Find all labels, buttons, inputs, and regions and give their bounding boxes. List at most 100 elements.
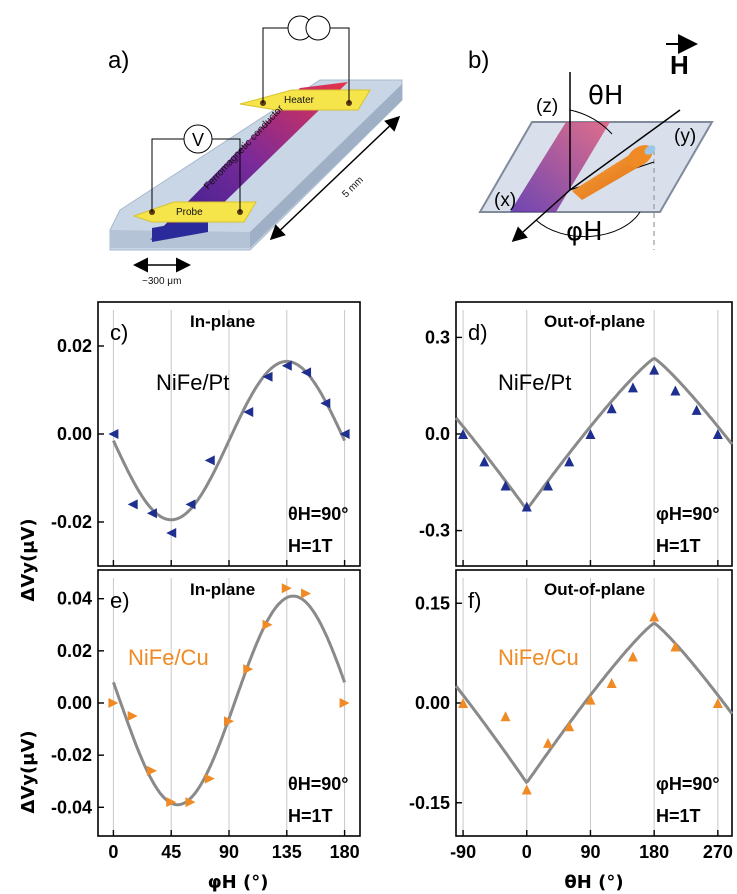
data-point <box>712 429 723 439</box>
x-tick-label: 0 <box>522 842 532 862</box>
data-point <box>262 619 273 630</box>
x-tick-label: 90 <box>580 842 600 862</box>
substrate-edge <box>110 230 250 248</box>
voltmeter-label: V <box>192 130 204 150</box>
x-tick-label: 45 <box>161 842 181 862</box>
panel-c-sample: NiFe/Pt <box>156 370 229 395</box>
y-tick-label: 0.0 <box>425 424 450 444</box>
data-point <box>127 711 138 722</box>
theta-label: θH <box>588 81 623 111</box>
field-rod <box>572 152 644 200</box>
data-point <box>339 429 350 439</box>
strip-end-block <box>152 218 208 242</box>
field-rod-tip <box>644 145 656 155</box>
x-axis <box>511 189 571 242</box>
panel-f-condition-angle: φH=90° <box>656 774 720 794</box>
y-tick-label: -0.02 <box>51 745 92 765</box>
data-point <box>127 499 138 510</box>
y-tick-label: 0.15 <box>415 593 450 613</box>
data-point <box>627 382 638 393</box>
y-tick-label: -0.04 <box>51 797 92 817</box>
heater-wire-left <box>262 27 288 103</box>
data-point <box>185 797 196 808</box>
data-point <box>458 429 469 439</box>
data-point <box>627 651 638 662</box>
data-point <box>166 528 177 538</box>
data-point <box>500 480 511 491</box>
x-tick-label: 135 <box>272 842 302 862</box>
panel-d: -0.3 0.0 0.3 d) Out-of-plane NiFe/Pt φH=90° H=1… <box>419 301 734 567</box>
data-point <box>670 641 681 652</box>
panel-d-frame <box>455 301 733 567</box>
y-tick-label: -0.02 <box>51 512 92 532</box>
data-point <box>108 429 119 439</box>
panel-e-condition-angle: θH=90° <box>288 774 348 794</box>
data-point <box>281 583 292 594</box>
panel-d-condition-angle: φH=90° <box>656 504 720 524</box>
data-point <box>301 367 312 378</box>
x-axis-label-right: θH (°) <box>564 872 623 893</box>
y-tick-label: 0.02 <box>57 641 92 661</box>
current-source-icon-2 <box>305 15 331 41</box>
y-label: (y) <box>674 126 696 147</box>
panel-c-letter: c) <box>110 320 128 345</box>
panel-d-letter: d) <box>468 320 488 345</box>
fit-curve <box>454 357 734 512</box>
data-point <box>204 455 215 466</box>
width-label: ~300 μm <box>142 276 181 287</box>
y-axis-label-bottom: ΔVy(μV) <box>18 730 39 813</box>
y-tick-label: 0.02 <box>57 336 92 356</box>
y-tick-label: -0.3 <box>419 521 450 541</box>
y-tick-label: 0.00 <box>57 424 92 444</box>
panel-a-schematic: a) Heater Probe Ferromagnetic conductor … <box>108 15 403 287</box>
y-tick-label: 0.00 <box>57 693 92 713</box>
x-tick-label: -90 <box>450 842 476 862</box>
panel-e-title: In-plane <box>190 580 255 599</box>
x-tick-label: 90 <box>219 842 239 862</box>
data-point <box>564 456 575 467</box>
panel-e-letter: e) <box>110 588 130 613</box>
panel-f-sample: NiFe/Cu <box>498 645 579 670</box>
panel-a-letter: a) <box>108 47 129 74</box>
panel-d-condition-field: H=1T <box>656 536 701 556</box>
x-tick-label: 180 <box>639 842 669 862</box>
data-point <box>479 456 490 467</box>
sample-strip <box>510 122 610 212</box>
theta-arc <box>569 109 613 135</box>
x-tick-label: 0 <box>108 842 118 862</box>
panel-c: -0.02 0.00 0.02 c) In-plane NiFe/Pt θH=90° H=1T <box>51 301 361 567</box>
panel-e-condition-field: H=1T <box>288 806 333 826</box>
fit-curve <box>111 594 347 807</box>
data-point <box>585 694 596 705</box>
probe-wire-left <box>151 138 184 212</box>
panel-f-condition-field: H=1T <box>656 806 701 826</box>
data-point <box>243 664 254 675</box>
y-tick-label: 0.00 <box>415 693 450 713</box>
data-point <box>649 364 660 375</box>
data-point <box>585 429 596 439</box>
fit-curve <box>454 621 734 785</box>
y-tick-label: 0.3 <box>425 327 450 347</box>
y-tick-label: -0.15 <box>409 793 450 813</box>
data-point <box>339 698 350 708</box>
y-axis <box>569 109 681 191</box>
data-point <box>521 501 532 512</box>
data-point <box>320 398 331 409</box>
data-point <box>543 737 553 748</box>
probe-pad <box>132 201 257 223</box>
probe-wire-right <box>212 138 241 212</box>
panel-e: 0 45 90 135 180 -0.04 -0.02 0.00 0.02 0.04 e) In-pl… <box>51 569 361 862</box>
x-axis-label-left: φH (°) <box>208 872 269 893</box>
x-label: (x) <box>494 190 516 211</box>
y-axis-label-top: ΔVy(μV) <box>18 518 39 601</box>
panel-e-sample: NiFe/Cu <box>128 645 209 670</box>
probe-label: Probe <box>176 207 203 218</box>
heater-pad <box>239 89 371 111</box>
data-point <box>712 698 723 708</box>
x-tick-label: 180 <box>330 842 360 862</box>
data-point <box>670 385 681 396</box>
panel-c-condition-field: H=1T <box>288 536 333 556</box>
panel-f: -90 0 90 180 270 -0.15 0.00 0.15 f) Out-of-plane N… <box>409 569 734 862</box>
data-point <box>691 404 702 415</box>
